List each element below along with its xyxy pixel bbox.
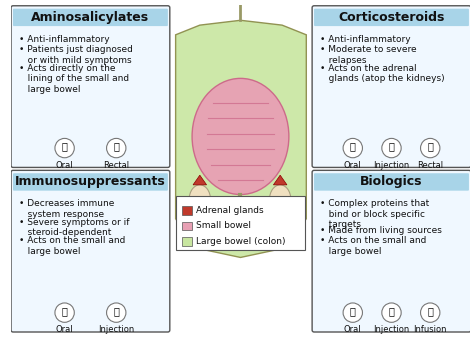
Text: • Anti-inflammatory: • Anti-inflammatory	[320, 35, 410, 44]
Polygon shape	[273, 175, 287, 185]
Text: Injection: Injection	[98, 325, 134, 334]
Circle shape	[55, 138, 74, 158]
Text: 💊: 💊	[62, 141, 68, 151]
Text: 💊: 💊	[113, 141, 119, 151]
Text: • Acts on the small and
   large bowel: • Acts on the small and large bowel	[19, 236, 125, 255]
FancyBboxPatch shape	[312, 6, 471, 167]
FancyBboxPatch shape	[182, 222, 192, 231]
Ellipse shape	[189, 185, 210, 214]
Text: • Anti-inflammatory: • Anti-inflammatory	[19, 35, 109, 44]
Text: • Acts directly on the
   lining of the small and
   large bowel: • Acts directly on the lining of the sma…	[19, 64, 129, 94]
Text: 💊: 💊	[350, 306, 356, 316]
Circle shape	[420, 303, 440, 322]
Ellipse shape	[192, 78, 289, 194]
Text: 💉: 💉	[389, 141, 394, 151]
Text: • Acts on the small and
   large bowel: • Acts on the small and large bowel	[320, 236, 426, 255]
FancyBboxPatch shape	[176, 195, 305, 250]
FancyBboxPatch shape	[314, 173, 469, 191]
Text: Adrenal glands: Adrenal glands	[196, 206, 264, 215]
FancyBboxPatch shape	[182, 237, 192, 246]
Text: 💉: 💉	[389, 306, 394, 316]
Ellipse shape	[221, 216, 260, 250]
Text: • Severe symptoms or if
   steroid-dependent: • Severe symptoms or if steroid-dependen…	[19, 218, 129, 237]
Circle shape	[107, 303, 126, 322]
Circle shape	[55, 303, 74, 322]
Text: Oral: Oral	[344, 325, 362, 334]
Ellipse shape	[270, 185, 291, 214]
Text: Oral: Oral	[344, 161, 362, 170]
Text: Large bowel (colon): Large bowel (colon)	[196, 237, 285, 246]
Circle shape	[107, 138, 126, 158]
Text: 💊: 💊	[62, 306, 68, 316]
Text: 💊: 💊	[350, 141, 356, 151]
Text: Infusion: Infusion	[413, 325, 447, 334]
Text: Oral: Oral	[56, 161, 73, 170]
Text: Small bowel: Small bowel	[196, 222, 251, 231]
Text: 💊: 💊	[427, 141, 433, 151]
Circle shape	[343, 138, 363, 158]
FancyBboxPatch shape	[182, 206, 192, 215]
FancyBboxPatch shape	[13, 173, 168, 191]
Text: • Decreases immune
   system response: • Decreases immune system response	[19, 199, 114, 219]
Circle shape	[382, 138, 401, 158]
Text: 🧴: 🧴	[427, 306, 433, 316]
Text: Immunosuppressants: Immunosuppressants	[15, 176, 166, 189]
FancyBboxPatch shape	[13, 9, 168, 26]
Text: • Moderate to severe
   relapses: • Moderate to severe relapses	[320, 45, 417, 65]
Polygon shape	[193, 175, 207, 185]
Text: Rectal: Rectal	[103, 161, 129, 170]
FancyBboxPatch shape	[312, 170, 471, 332]
FancyBboxPatch shape	[11, 6, 170, 167]
Polygon shape	[176, 20, 306, 257]
Text: Oral: Oral	[56, 325, 73, 334]
Circle shape	[420, 138, 440, 158]
Circle shape	[343, 303, 363, 322]
Text: 💉: 💉	[113, 306, 119, 316]
Text: Rectal: Rectal	[417, 161, 443, 170]
Text: Injection: Injection	[374, 161, 410, 170]
Text: • Made from living sources: • Made from living sources	[320, 225, 442, 235]
Text: Aminosalicylates: Aminosalicylates	[31, 11, 149, 24]
Text: Injection: Injection	[374, 325, 410, 334]
Text: • Acts on the adrenal
   glands (atop the kidneys): • Acts on the adrenal glands (atop the k…	[320, 64, 445, 83]
Circle shape	[382, 303, 401, 322]
FancyBboxPatch shape	[11, 170, 170, 332]
Text: Biologics: Biologics	[360, 176, 423, 189]
Text: • Patients just diagnosed
   or with mild symptoms: • Patients just diagnosed or with mild s…	[19, 45, 133, 65]
FancyBboxPatch shape	[314, 9, 469, 26]
Text: • Complex proteins that
   bind or block specific
   targets: • Complex proteins that bind or block sp…	[320, 199, 429, 229]
Text: Corticosteroids: Corticosteroids	[338, 11, 445, 24]
